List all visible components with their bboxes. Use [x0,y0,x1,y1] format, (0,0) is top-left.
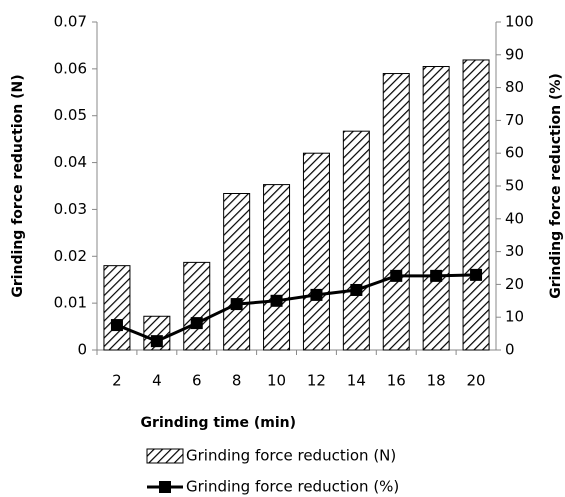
y-tick-label: 0.01 [54,294,87,312]
x-tick-label: 12 [307,372,326,390]
x-tick-label: 6 [192,372,202,390]
x-tick-label: 8 [232,372,242,390]
bar [342,130,370,351]
y-tick-label: 0.03 [54,200,87,218]
y-tick-label: 0.06 [54,59,87,77]
y-tick-label: 0.04 [54,153,87,171]
marker [110,319,123,332]
y2-tick-label: 30 [505,242,524,260]
y2-tick-label: 40 [505,209,524,227]
y-axis-title: Grinding force reduction (N) [10,74,26,297]
y-tick-label: 0.05 [54,106,87,124]
bar [103,265,131,351]
marker [230,298,243,311]
marker [390,269,403,282]
legend-label: Grinding force reduction (N) [186,447,396,465]
y2-tick-label: 80 [505,78,524,96]
bar [302,152,330,351]
y-tick-label: 0.07 [54,13,87,31]
bar [223,192,251,351]
x-tick-label: 18 [427,372,446,390]
marker [470,268,483,281]
bar [462,59,490,351]
marker [190,317,203,330]
legend-marker [159,481,171,493]
x-tick-label: 20 [467,372,486,390]
x-tick-label: 4 [152,372,162,390]
x-tick-label: 10 [267,372,286,390]
x-tick-label: 14 [347,372,366,390]
x-tick-label: 16 [387,372,406,390]
marker [150,335,163,348]
y2-tick-label: 0 [505,341,515,359]
y-tick-label: 0 [77,341,87,359]
line [116,273,477,343]
bar [263,184,291,351]
y2-tick-label: 10 [505,308,524,326]
bar [183,261,211,351]
marker [350,283,363,296]
y2-tick-label: 50 [505,177,524,195]
bar [382,73,410,351]
x-tick-label: 2 [112,372,122,390]
marker [430,269,443,282]
y2-tick-label: 70 [505,111,524,129]
y2-tick-label: 90 [505,45,524,63]
y-tick-label: 0.02 [54,247,87,265]
x-axis-title: Grinding time (min) [141,415,296,431]
bar [422,66,450,351]
marker [310,288,323,301]
y2-tick-label: 20 [505,275,524,293]
marker [270,294,283,307]
y2-axis-title: Grinding force reduction (%) [548,73,564,299]
legend-swatch [146,448,184,464]
legend-label: Grinding force reduction (%) [186,478,399,496]
y2-tick-label: 100 [505,13,534,31]
y2-tick-label: 60 [505,144,524,162]
